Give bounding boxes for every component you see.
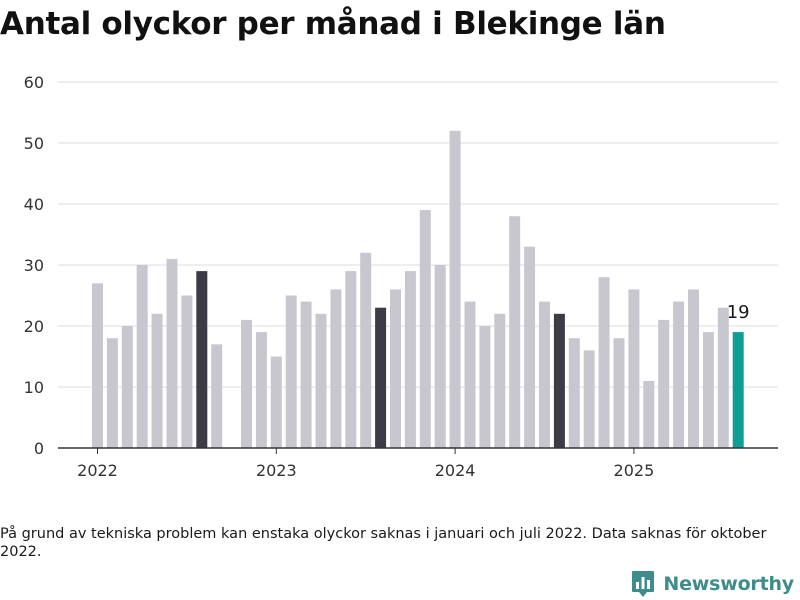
bar-2023-06 [345, 271, 357, 448]
bar-2024-09 [568, 338, 580, 448]
bar-2025-01 [628, 289, 640, 448]
bar-2022-09 [211, 344, 223, 448]
bar-2024-10 [583, 350, 595, 448]
bar-chart-logo-icon [632, 571, 655, 597]
grid-lines [58, 81, 778, 388]
bar-2025-07 [717, 307, 729, 448]
brand-logo[interactable]: Newsworthy [631, 570, 794, 598]
bar-2022-08 [196, 271, 208, 448]
bar-2024-07 [539, 301, 550, 448]
bar-2024-11 [598, 277, 610, 448]
bar-2024-06 [524, 246, 536, 448]
bar-2025-04 [673, 301, 685, 448]
bar-2023-08 [375, 307, 387, 448]
bar-2023-09 [390, 289, 401, 448]
bar-2022-12 [255, 332, 267, 448]
y-tick-label: 60 [24, 73, 44, 92]
bar-2024-02 [464, 301, 476, 448]
bar-2023-11 [419, 210, 431, 448]
bar-2023-04 [315, 313, 327, 448]
bar-2023-01 [270, 356, 282, 448]
bar-2024-04 [494, 313, 506, 448]
y-tick-label: 30 [24, 256, 44, 275]
bar-2024-01 [449, 130, 461, 449]
bar-2025-03 [658, 319, 670, 448]
x-tick-label: 2022 [77, 461, 118, 480]
bars [92, 130, 744, 449]
x-axis: 2022 2023 2024 2025 [58, 447, 778, 480]
bar-2025-05 [688, 289, 699, 448]
y-tick-label: 40 [24, 195, 44, 214]
bar-2025-02 [643, 380, 655, 448]
bar-2024-12 [613, 338, 625, 448]
y-tick-label: 10 [24, 378, 44, 397]
bar-2023-10 [404, 271, 416, 448]
bar-chart: 0 10 20 30 40 50 60 2022 2023 2024 2025 19 [24, 73, 778, 480]
x-tick-label: 2023 [256, 461, 297, 480]
brand-name: Newsworthy [663, 573, 794, 595]
bar-2022-04 [136, 265, 148, 448]
bar-2022-07 [181, 295, 193, 448]
bar-2025-06 [702, 332, 714, 448]
bar-2025-08 [732, 332, 744, 448]
bar-2022-01 [92, 283, 103, 448]
chart-title: Antal olyckor per månad i Blekinge län [0, 6, 666, 42]
data-label: 19 [727, 302, 750, 323]
bar-2022-02 [106, 338, 118, 448]
bar-2022-05 [151, 313, 163, 448]
y-tick-label: 20 [24, 317, 44, 336]
bar-2022-03 [121, 326, 133, 448]
bar-2023-05 [330, 289, 342, 448]
bar-2024-08 [553, 313, 565, 448]
bar-2023-12 [434, 265, 446, 448]
x-tick-label: 2024 [435, 461, 476, 480]
footnote: På grund av tekniska problem kan enstaka… [0, 526, 767, 560]
y-tick-label: 0 [34, 439, 44, 458]
bar-2023-07 [360, 252, 372, 448]
bar-2024-05 [509, 216, 521, 448]
bar-2023-03 [300, 301, 312, 448]
y-tick-label: 50 [24, 134, 44, 153]
x-tick-label: 2025 [614, 461, 655, 480]
bar-2022-11 [241, 319, 252, 448]
data-labels: 19 [727, 302, 750, 323]
bar-2024-03 [479, 326, 491, 448]
y-axis-ticks: 0 10 20 30 40 50 60 [24, 73, 44, 458]
bar-2023-02 [285, 295, 297, 448]
bar-2022-06 [166, 258, 178, 448]
